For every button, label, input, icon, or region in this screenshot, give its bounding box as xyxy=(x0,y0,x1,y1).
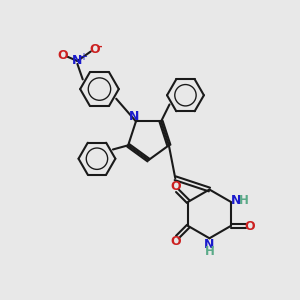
Text: +: + xyxy=(79,52,87,62)
Text: O: O xyxy=(89,43,100,56)
Text: N: N xyxy=(72,55,82,68)
Text: N: N xyxy=(204,238,214,251)
Text: -: - xyxy=(98,42,102,52)
Text: H: H xyxy=(205,245,214,258)
Text: H: H xyxy=(239,194,249,207)
Text: N: N xyxy=(129,110,140,123)
Text: O: O xyxy=(170,180,181,193)
Text: N: N xyxy=(230,194,241,207)
Text: O: O xyxy=(170,235,181,248)
Text: O: O xyxy=(58,49,68,62)
Text: O: O xyxy=(244,220,255,232)
